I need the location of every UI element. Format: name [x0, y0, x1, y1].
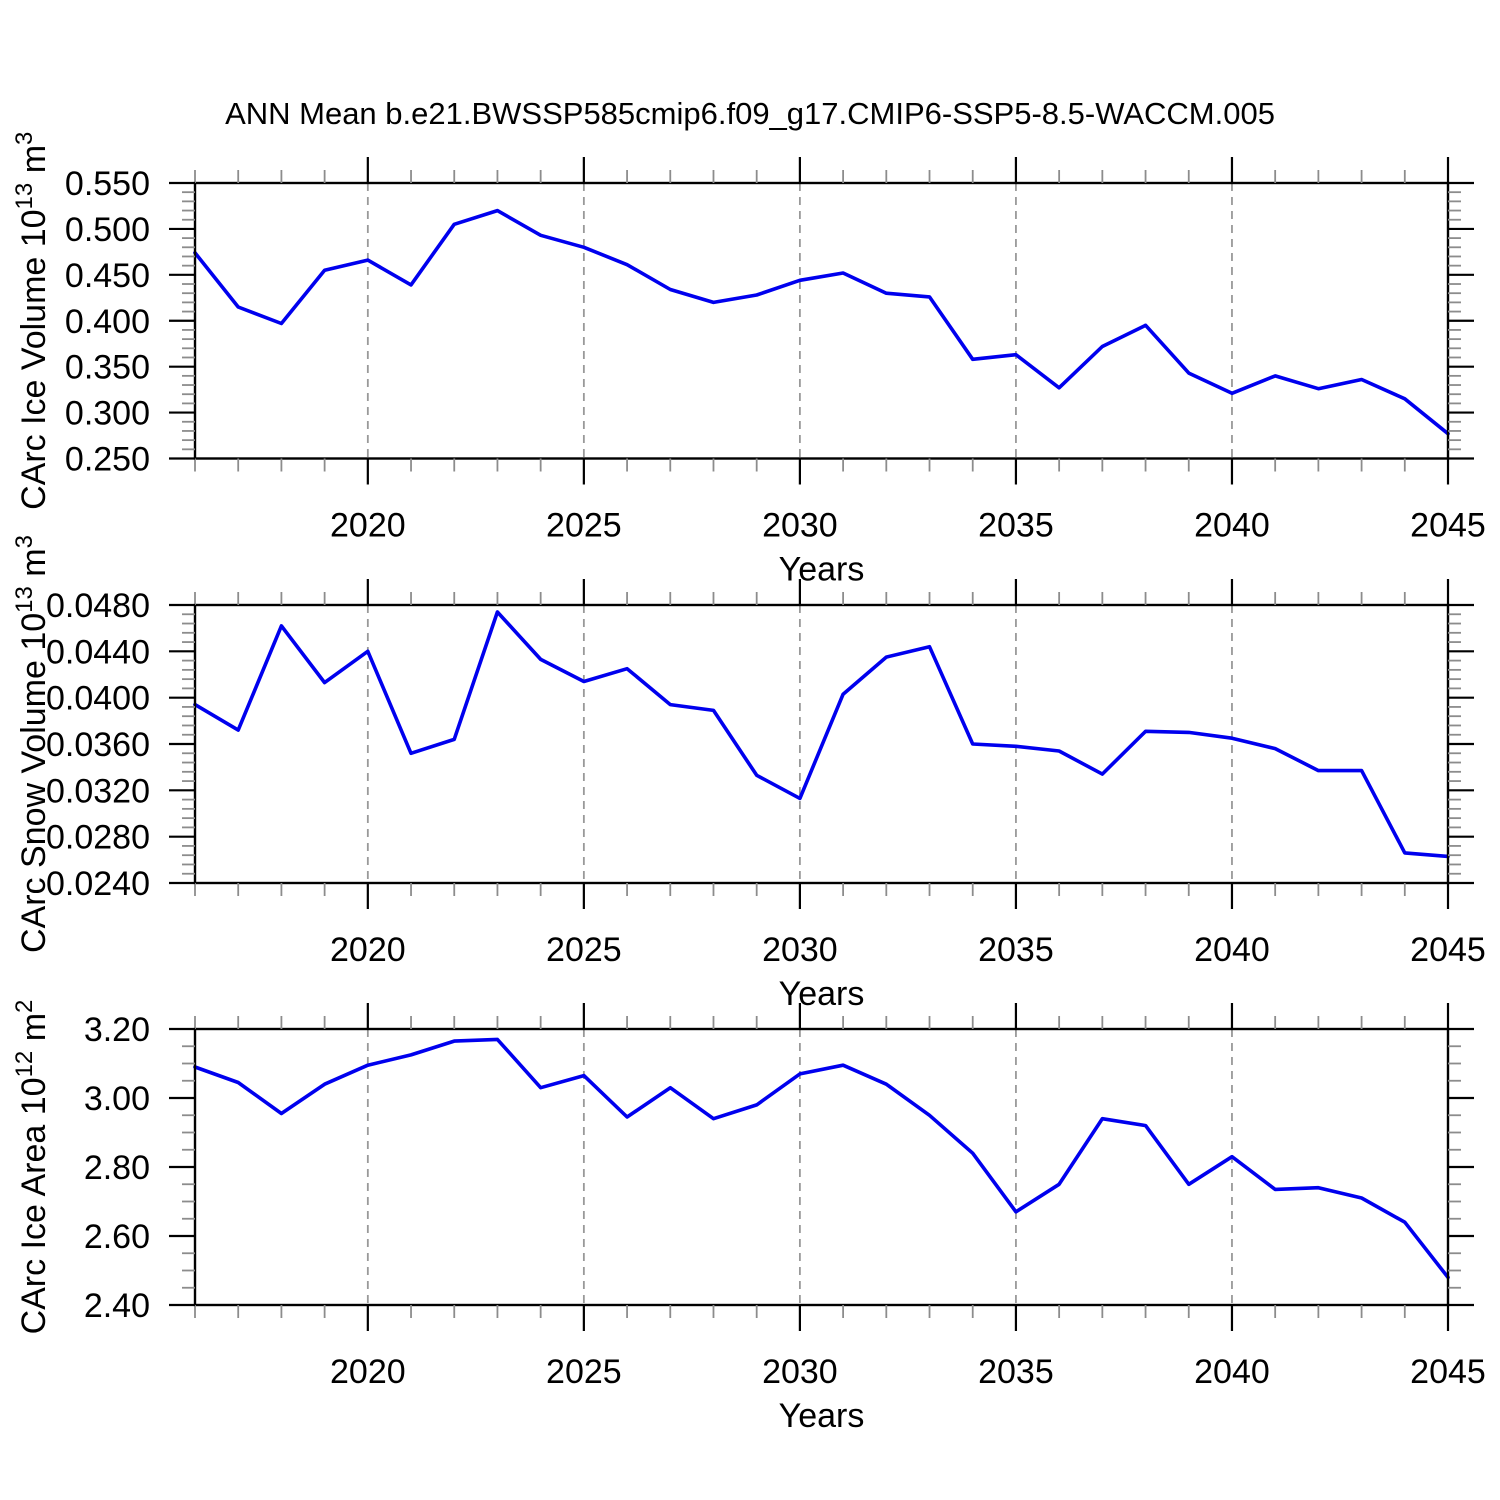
- y-tick-label-snow-volume-6: 0.0480: [46, 587, 150, 625]
- y-axis-title-ice-area: CArc Ice Area 1012 m2: [11, 1000, 53, 1335]
- y-tick-label-ice-area-0: 2.40: [84, 1287, 150, 1325]
- y-tick-label-ice-volume-4: 0.450: [65, 257, 150, 295]
- x-tick-label-snow-volume-3: 2035: [978, 931, 1054, 969]
- plot-frame: [193, 181, 1450, 460]
- x-tick-label-snow-volume-5: 2045: [1410, 931, 1486, 969]
- x-tick-label-ice-volume-3: 2035: [978, 507, 1054, 545]
- x-tick-label-ice-area-0: 2020: [330, 1353, 406, 1391]
- y-tick-label-ice-area-2: 2.80: [84, 1149, 150, 1187]
- x-tick-label-snow-volume-2: 2030: [762, 931, 838, 969]
- x-tick-label-snow-volume-0: 2020: [330, 931, 406, 969]
- x-tick-label-ice-volume-2: 2030: [762, 507, 838, 545]
- x-tick-label-ice-area-5: 2045: [1410, 1353, 1486, 1391]
- y-axis-title-ice-volume: CArc Ice Volume 1013 m3: [11, 132, 53, 510]
- y-tick-label-ice-volume-6: 0.550: [65, 165, 150, 203]
- x-axis-title-ice-volume: Years: [779, 551, 865, 589]
- y-axis-title-snow-volume: CArc Snow Volume 1013 m3: [11, 535, 53, 953]
- x-tick-label-ice-volume-1: 2025: [546, 507, 622, 545]
- y-tick-label-snow-volume-5: 0.0440: [46, 633, 150, 671]
- x-axis-title-ice-area: Years: [779, 1397, 865, 1435]
- y-tick-label-snow-volume-1: 0.0280: [46, 819, 150, 857]
- panel-ice-volume: 0.250 0.300 0.350 0.400 0.450 0.500 0.550 2020 2…: [11, 132, 1486, 589]
- x-tick-label-ice-volume-4: 2040: [1194, 507, 1270, 545]
- y-tick-label-ice-volume-1: 0.300: [65, 395, 150, 433]
- x-axis-title-snow-volume: Years: [779, 975, 865, 1013]
- series-line-ice-area: [193, 1037, 1450, 1280]
- y-tick-label-snow-volume-3: 0.0360: [46, 726, 150, 764]
- y-tick-label-ice-area-4: 3.20: [84, 1011, 150, 1049]
- x-tick-label-ice-area-4: 2040: [1194, 1353, 1270, 1391]
- y-tick-label-snow-volume-0: 0.0240: [46, 865, 150, 903]
- x-tick-label-ice-area-1: 2025: [546, 1353, 622, 1391]
- series-line-ice-volume: [193, 208, 1450, 436]
- chart-title: ANN Mean b.e21.BWSSP585cmip6.f09_g17.CMI…: [225, 96, 1275, 131]
- x-tick-label-ice-area-3: 2035: [978, 1353, 1054, 1391]
- x-tick-label-ice-volume-0: 2020: [330, 507, 406, 545]
- x-tick-label-snow-volume-1: 2025: [546, 931, 622, 969]
- panel-snow-volume: 0.0240 0.0280 0.0320 0.0360 0.0400 0.0440 0.04…: [11, 535, 1486, 1013]
- y-tick-label-snow-volume-4: 0.0400: [46, 680, 150, 718]
- y-tick-label-ice-volume-2: 0.350: [65, 349, 150, 387]
- y-tick-label-ice-area-1: 2.60: [84, 1218, 150, 1256]
- x-tick-label-ice-volume-5: 2045: [1410, 507, 1486, 545]
- y-tick-label-ice-volume-0: 0.250: [65, 441, 150, 479]
- x-tick-label-ice-area-2: 2030: [762, 1353, 838, 1391]
- x-tick-label-snow-volume-4: 2040: [1194, 931, 1270, 969]
- y-tick-label-ice-area-3: 3.00: [84, 1080, 150, 1118]
- y-tick-label-snow-volume-2: 0.0320: [46, 772, 150, 810]
- y-tick-label-ice-volume-3: 0.400: [65, 303, 150, 341]
- y-tick-label-ice-volume-5: 0.500: [65, 211, 150, 249]
- series-line-snow-volume: [193, 610, 1450, 859]
- panel-ice-area: 2.40 2.60 2.80 3.00 3.20 2020 2025 2030 2035 2040…: [11, 1000, 1486, 1435]
